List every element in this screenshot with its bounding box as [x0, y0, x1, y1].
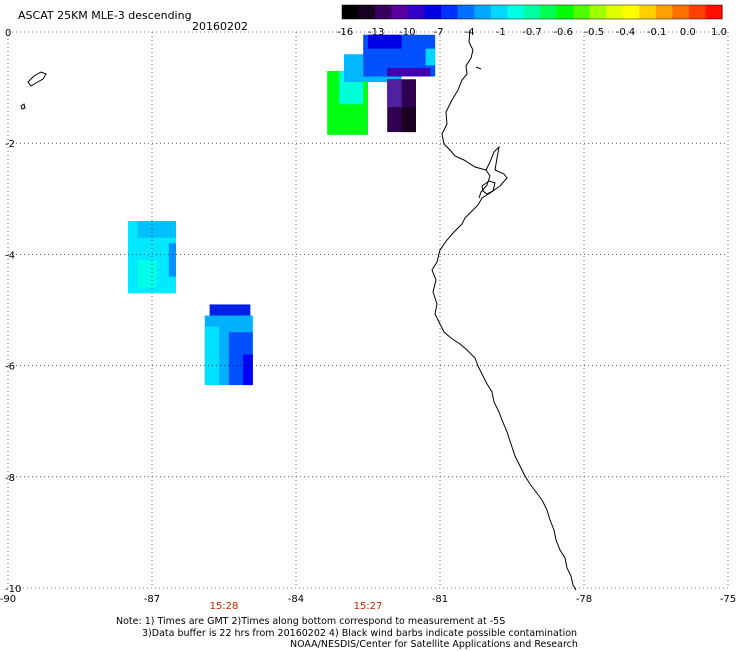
lon-tick-label: -87	[144, 594, 160, 605]
colorbar-swatch	[540, 5, 558, 19]
lon-tick-label: -75	[720, 594, 736, 605]
south-patch	[209, 304, 251, 316]
colorbar-label: -16	[337, 27, 353, 38]
lat-tick-label: -2	[5, 139, 15, 150]
note-line-2: 3)Data buffer is 22 hrs from 20160202 4)…	[142, 628, 578, 639]
west-patch	[137, 221, 176, 238]
plot-frame	[7, 31, 729, 589]
colorbar-swatch	[391, 5, 409, 19]
map-title: ASCAT 25KM MLE-3 descending	[18, 9, 192, 22]
south-patch	[243, 354, 253, 386]
wind-data-patches	[128, 34, 436, 386]
colorbar-label: 0.0	[680, 27, 696, 38]
colorbar-swatch	[342, 5, 360, 19]
island-galapagos-main	[27, 71, 47, 87]
coastline-tick	[475, 66, 482, 70]
colorbar-label: -0.1	[647, 27, 667, 38]
colorbar-swatch	[688, 5, 707, 19]
lat-tick-label: -8	[5, 473, 15, 484]
island-galapagos-small	[20, 103, 26, 110]
north-patch	[387, 68, 431, 77]
colorbar-swatch	[474, 5, 492, 19]
lat-lon-grid	[7, 31, 729, 589]
colorbar-swatch	[622, 5, 640, 19]
colorbar-swatch	[457, 5, 475, 19]
west-patch	[137, 259, 157, 288]
lon-tick-label: -90	[0, 594, 16, 605]
coastline	[20, 29, 577, 591]
colorbar-labels: -16 -13 -10 -7 -4 -1 -0.7 -0.6 -0.5 -0.4 -0.1 0.0 1.…	[337, 27, 727, 38]
colorbar-swatch	[672, 5, 690, 19]
colorbar-swatch	[490, 5, 508, 19]
colorbar-swatch	[424, 5, 442, 19]
coastline-mainland	[431, 29, 577, 591]
coastline-gulf-inlet	[478, 169, 491, 199]
colorbar-label: -1	[496, 27, 506, 38]
colorbar-label: -0.6	[553, 27, 573, 38]
colorbar-label: -0.7	[522, 27, 542, 38]
colorbar-swatch	[441, 5, 459, 19]
colorbar-swatch	[358, 5, 376, 19]
colorbar-swatch	[375, 5, 393, 19]
colorbar-swatch	[408, 5, 426, 19]
west-patch	[168, 243, 176, 277]
colorbar-label: -7	[434, 27, 444, 38]
pass-time-label: 15:28	[210, 601, 239, 612]
colorbar-swatch	[655, 5, 674, 19]
south-patch	[204, 326, 220, 386]
colorbar-label: -10	[399, 27, 415, 38]
colorbar	[341, 4, 723, 20]
lon-tick-label: -84	[288, 594, 304, 605]
colorbar-swatch	[507, 5, 525, 19]
lat-tick-label: 0	[5, 28, 11, 39]
map-date: 20160202	[192, 20, 248, 33]
colorbar-swatch	[556, 5, 574, 19]
north-patch	[401, 107, 416, 133]
north-patch	[425, 48, 436, 66]
lon-tick-label: -78	[576, 594, 592, 605]
north-patch	[387, 79, 402, 108]
colorbar-label: -0.5	[585, 27, 605, 38]
colorbar-swatch	[639, 5, 657, 19]
colorbar-swatch	[705, 5, 723, 19]
colorbar-swatch	[523, 5, 541, 19]
colorbar-swatch	[589, 5, 607, 19]
lat-tick-label: -10	[5, 584, 21, 595]
island-puna	[481, 180, 496, 195]
pass-time-label: 15:27	[354, 601, 383, 612]
colorbar-swatch	[573, 5, 591, 19]
colorbar-label: -13	[368, 27, 384, 38]
colorbar-swatch	[606, 5, 624, 19]
lon-tick-label: -81	[432, 594, 448, 605]
colorbar-frame	[341, 4, 723, 20]
note-line-3: NOAA/NESDIS/Center for Satellite Applica…	[290, 639, 578, 650]
colorbar-label: 1.0	[711, 27, 727, 38]
lat-tick-label: -6	[5, 362, 15, 373]
colorbar-label: -0.4	[616, 27, 636, 38]
lat-tick-label: -4	[5, 250, 15, 261]
north-patch	[368, 34, 402, 49]
note-line-1: Note: 1) Times are GMT 2)Times along bot…	[116, 616, 506, 627]
